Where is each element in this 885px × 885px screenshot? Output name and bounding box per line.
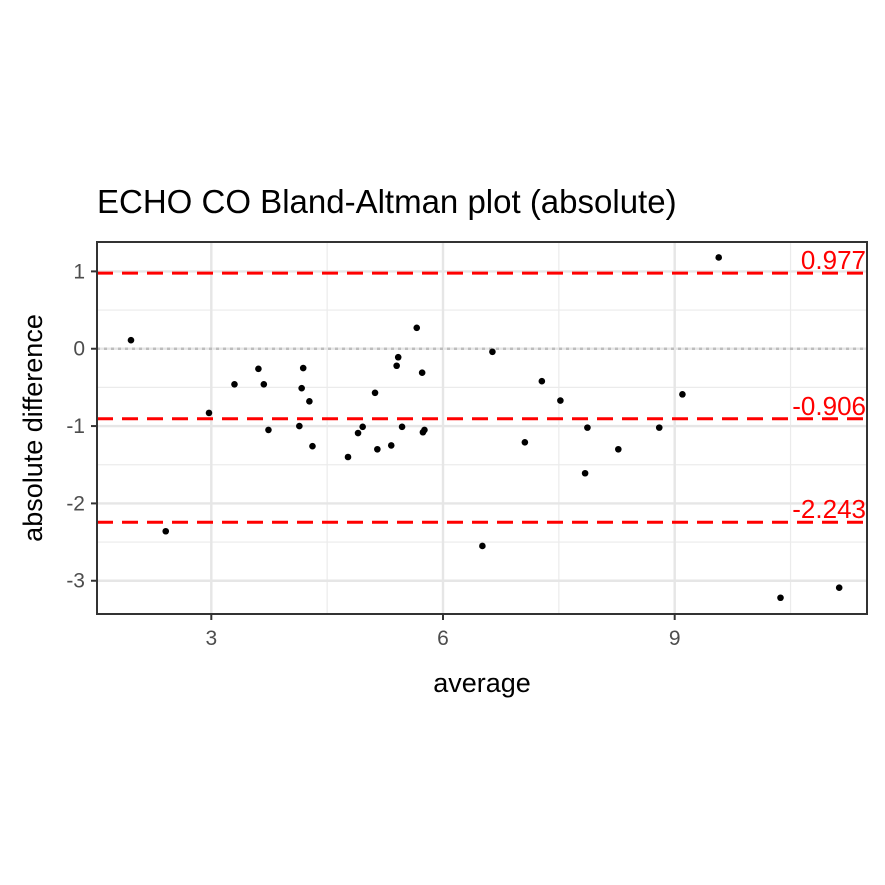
data-point — [299, 364, 307, 372]
data-point — [354, 429, 362, 437]
data-point — [398, 423, 406, 431]
y-tick-label: 0 — [73, 338, 85, 361]
data-point — [655, 424, 663, 431]
y-tick-label: -2 — [66, 492, 85, 515]
data-point — [835, 584, 843, 592]
data-point — [521, 439, 529, 446]
data-point — [715, 254, 723, 261]
reference-line-label: 0.977 — [801, 245, 866, 275]
data-point — [344, 453, 352, 461]
data-point — [387, 442, 395, 449]
data-point — [127, 336, 135, 344]
y-axis-title: absolute difference — [18, 314, 48, 542]
data-point — [231, 381, 238, 388]
y-tick-label: -1 — [66, 415, 85, 438]
data-point — [309, 442, 316, 450]
data-point — [255, 365, 262, 373]
x-axis: 3 6 9 — [205, 614, 681, 650]
data-point — [298, 384, 305, 392]
y-tick-label: 1 — [73, 260, 85, 283]
data-point — [393, 362, 400, 370]
data-point — [359, 423, 366, 431]
data-point — [538, 377, 546, 385]
data-point — [584, 424, 591, 431]
data-point — [371, 389, 379, 397]
data-points — [127, 254, 843, 602]
reference-line-labels: 0.977 -0.906 -2.243 — [792, 245, 866, 524]
x-tick-label: 6 — [437, 627, 449, 650]
data-point — [421, 426, 428, 434]
data-point — [374, 445, 381, 453]
x-axis-title: average — [433, 668, 531, 698]
reference-line-label: -2.243 — [792, 494, 866, 524]
x-tick-label: 3 — [205, 627, 217, 650]
chart-title: ECHO CO Bland-Altman plot (absolute) — [97, 183, 677, 220]
data-point — [413, 324, 421, 332]
reference-lines — [97, 271, 867, 524]
data-point — [265, 426, 272, 434]
reference-line-label: -0.906 — [792, 391, 866, 421]
data-point — [479, 542, 486, 550]
panel-border — [96, 241, 868, 615]
y-axis: 1 0 -1 -2 -3 — [66, 260, 97, 593]
plot-panel: 0.977 -0.906 -2.243 — [96, 241, 868, 615]
data-point — [306, 398, 313, 405]
grid-lines — [97, 242, 867, 614]
data-point — [162, 527, 170, 535]
data-point — [489, 348, 496, 356]
data-point — [205, 409, 213, 417]
data-point — [260, 381, 268, 388]
data-point — [581, 469, 589, 477]
data-point — [777, 594, 784, 602]
data-point — [557, 397, 564, 404]
data-point — [679, 391, 686, 398]
data-point — [394, 353, 402, 361]
data-point — [615, 445, 622, 453]
data-point — [296, 422, 303, 430]
x-tick-label: 9 — [669, 627, 681, 650]
data-point — [418, 369, 426, 377]
y-tick-label: -3 — [66, 570, 85, 593]
